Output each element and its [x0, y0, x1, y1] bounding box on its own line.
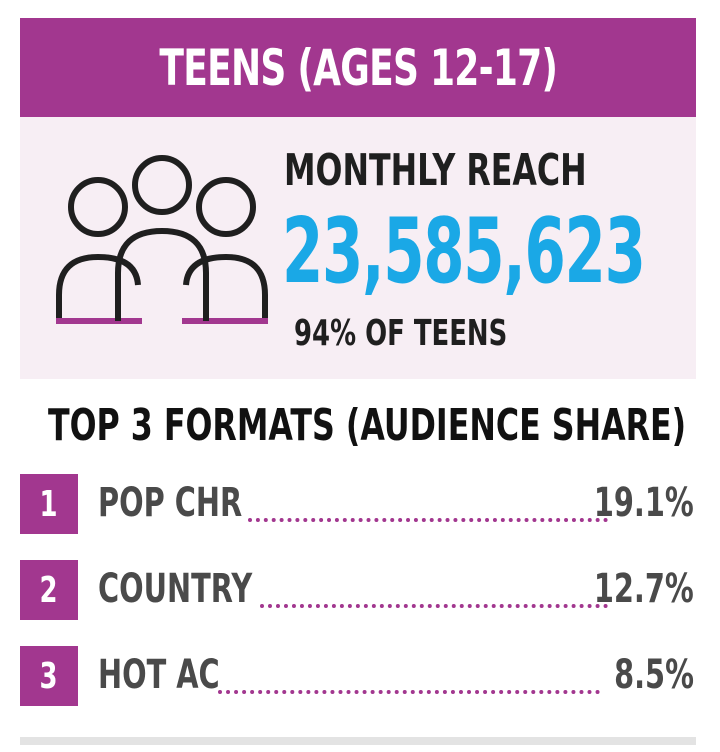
format-row-1: 1 POP CHR 19.1% [20, 474, 696, 534]
rank-badge: 2 [20, 560, 78, 620]
formats-heading: TOP 3 FORMATS (AUDIENCE SHARE) [48, 400, 687, 451]
dotted-leader [218, 690, 600, 694]
rank-badge: 3 [20, 646, 78, 706]
format-share: 19.1% [594, 480, 694, 526]
reach-percent: 94% OF TEENS [294, 313, 508, 354]
title-banner: TEENS (AGES 12-17) [20, 18, 696, 117]
rank-badge: 1 [20, 474, 78, 534]
reach-panel: MONTHLY REACH 23,585,623 94% OF TEENS [20, 117, 696, 379]
dotted-leader [248, 518, 608, 522]
format-name: HOT AC [98, 652, 220, 698]
monthly-reach-label: MONTHLY REACH [284, 145, 587, 196]
dotted-leader [260, 604, 608, 608]
format-name: POP CHR [98, 480, 243, 526]
rank-number: 3 [39, 655, 59, 697]
format-share: 12.7% [594, 566, 694, 612]
rank-number: 2 [39, 569, 59, 611]
rank-number: 1 [39, 483, 59, 525]
monthly-reach-value: 23,585,623 [282, 199, 646, 304]
format-name: COUNTRY [98, 566, 253, 612]
bottom-divider [20, 737, 696, 745]
page-title: TEENS (AGES 12-17) [159, 38, 558, 97]
format-row-2: 2 COUNTRY 12.7% [20, 560, 696, 620]
format-row-3: 3 HOT AC 8.5% [20, 646, 696, 706]
format-share: 8.5% [614, 652, 694, 698]
people-group-icon [56, 155, 268, 324]
